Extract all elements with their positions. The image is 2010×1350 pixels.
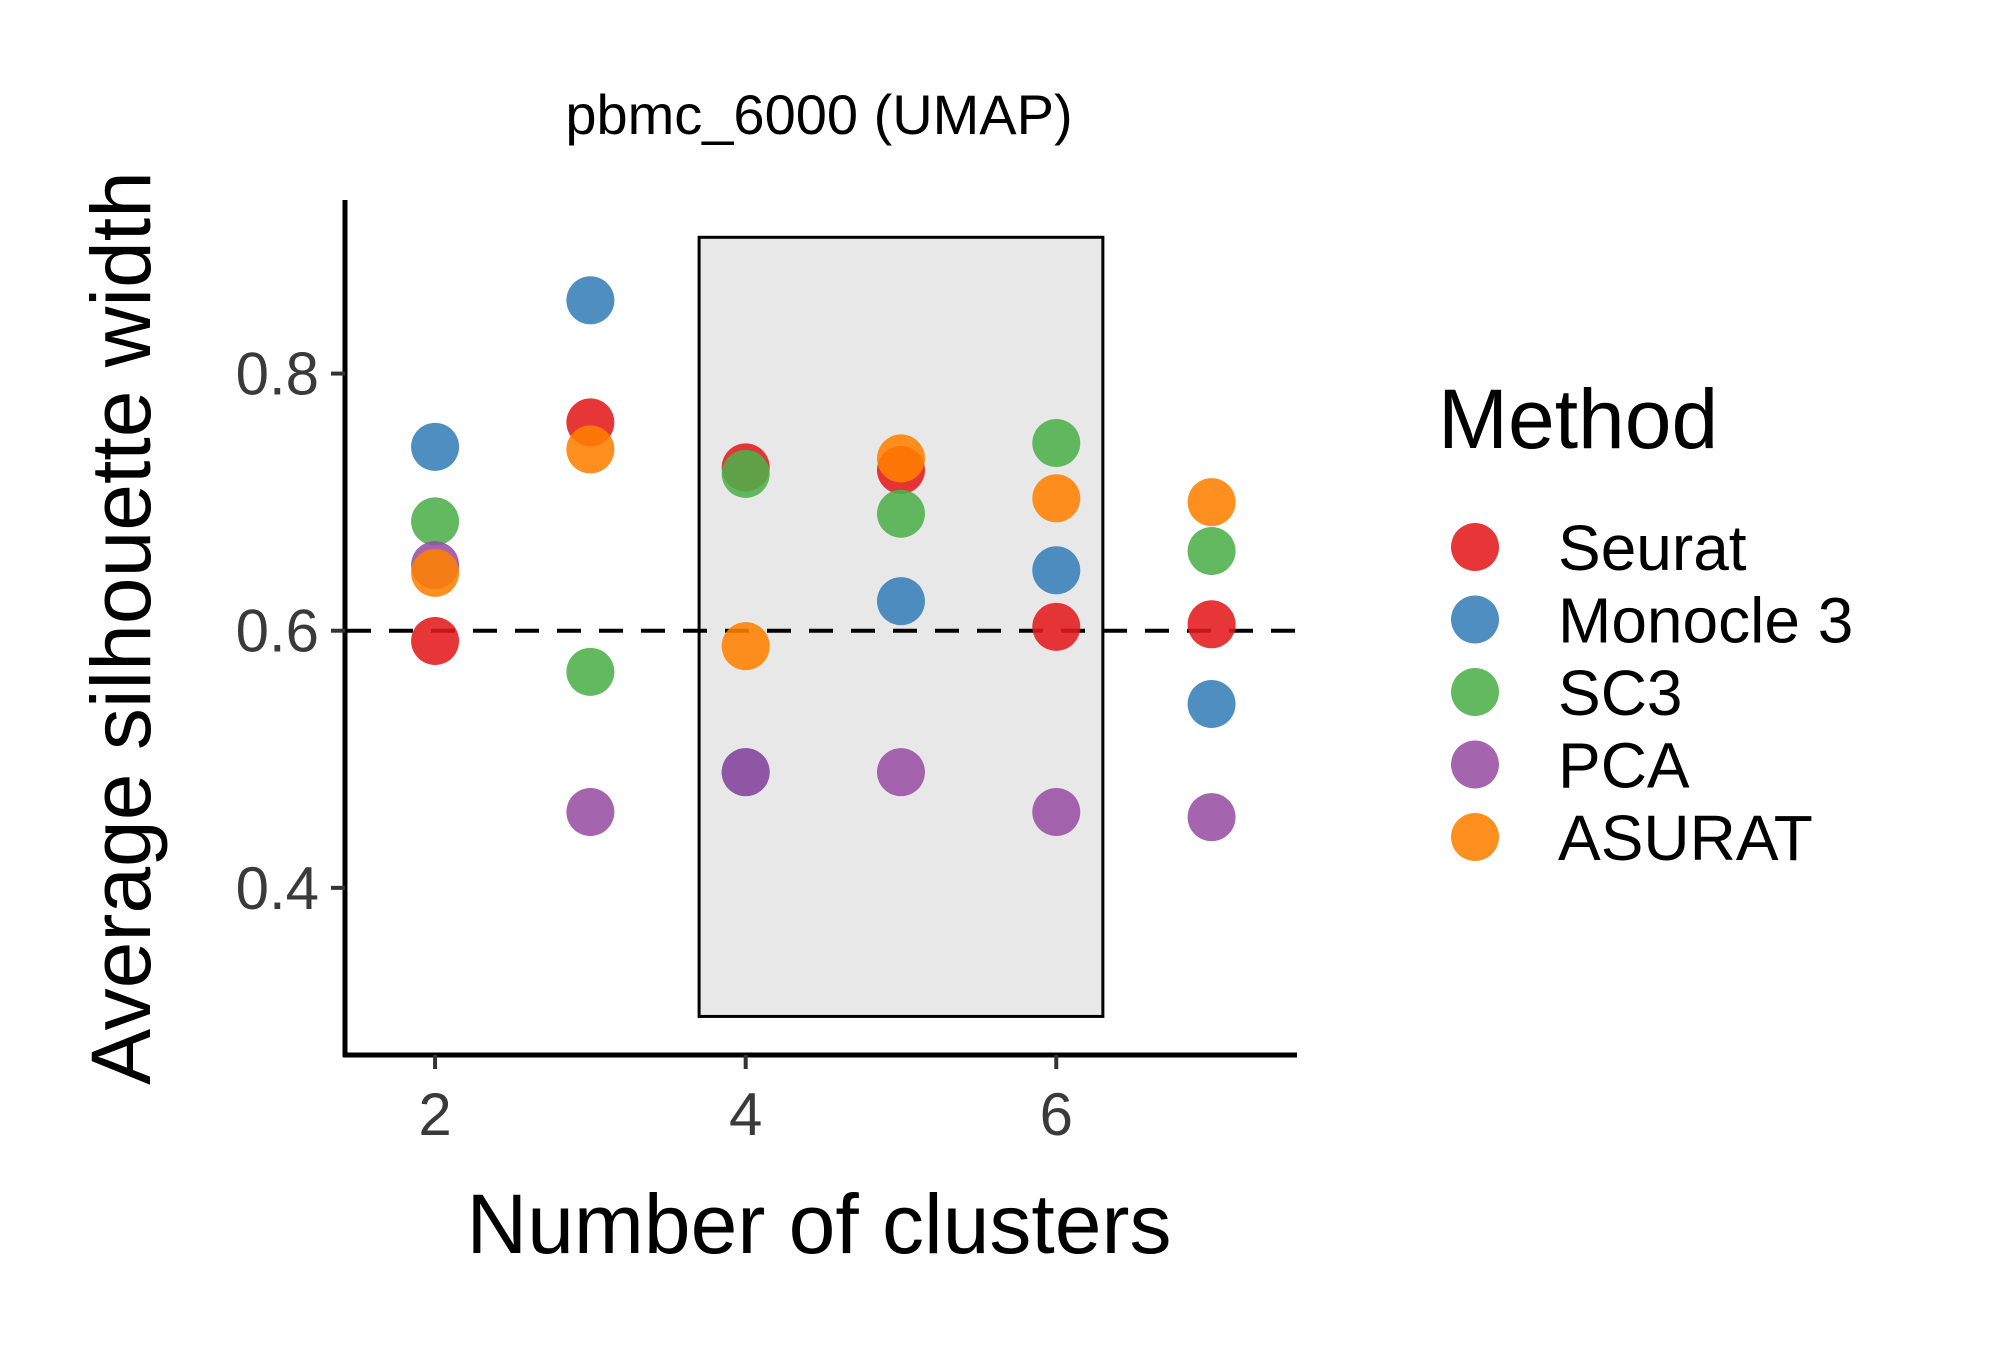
legend-key-asurat — [1451, 813, 1499, 861]
data-point-sc3-0 — [411, 497, 460, 546]
y-axis-title: Average silhouette width — [74, 171, 168, 1085]
legend-label: Monocle 3 — [1558, 585, 1853, 657]
y-tick-label: 0.6 — [236, 598, 319, 665]
data-point-monocle-3-1 — [566, 276, 615, 325]
data-point-sc3-2 — [721, 449, 770, 498]
y-tick-label: 0.8 — [236, 341, 319, 408]
data-point-pca-3 — [876, 748, 925, 797]
legend-label: PCA — [1558, 730, 1690, 802]
data-point-sc3-3 — [876, 489, 925, 538]
data-point-seurat-0 — [411, 617, 460, 665]
legend-key-seurat — [1451, 523, 1499, 571]
data-point-asurat-5 — [1187, 478, 1236, 527]
x-tick-label: 4 — [729, 1081, 762, 1148]
axes: 0.4 0.6 0.8 2 4 6 — [236, 200, 1297, 1148]
data-point-sc3-5 — [1187, 527, 1236, 575]
data-point-sc3-4 — [1032, 419, 1081, 467]
data-point-pca-1 — [566, 788, 615, 836]
data-point-asurat-4 — [1032, 474, 1081, 523]
x-tick-label: 6 — [1040, 1081, 1073, 1148]
data-point-monocle-3-3 — [876, 577, 925, 626]
data-point-seurat-4 — [1032, 602, 1081, 651]
plot-area — [347, 235, 1297, 1018]
legend-key-pca — [1451, 740, 1499, 789]
data-point-sc3-1 — [566, 647, 615, 696]
data-point-monocle-3-4 — [1032, 546, 1081, 595]
legend-label: ASURAT — [1558, 802, 1813, 874]
data-point-pca-5 — [1187, 793, 1236, 842]
data-point-seurat-5 — [1187, 600, 1236, 649]
legend-label: SC3 — [1558, 657, 1683, 729]
data-point-asurat-2 — [721, 622, 770, 671]
data-point-asurat-3 — [876, 434, 925, 483]
legend-key-monocle-3 — [1451, 595, 1499, 644]
data-point-asurat-0 — [411, 548, 460, 597]
data-point-monocle-3-0 — [411, 422, 460, 471]
legend-key-sc3 — [1451, 668, 1499, 716]
data-point-asurat-1 — [566, 425, 615, 474]
data-point-monocle-3-5 — [1187, 680, 1236, 728]
data-point-pca-2 — [721, 748, 770, 797]
x-tick-label: 2 — [418, 1081, 451, 1148]
legend-title: Method — [1438, 372, 1718, 466]
chart-title: pbmc_6000 (UMAP) — [565, 83, 1072, 146]
y-tick-label: 0.4 — [236, 855, 319, 922]
legend-label: Seurat — [1558, 512, 1747, 584]
data-point-pca-4 — [1032, 788, 1081, 836]
x-axis-title: Number of clusters — [467, 1177, 1172, 1271]
